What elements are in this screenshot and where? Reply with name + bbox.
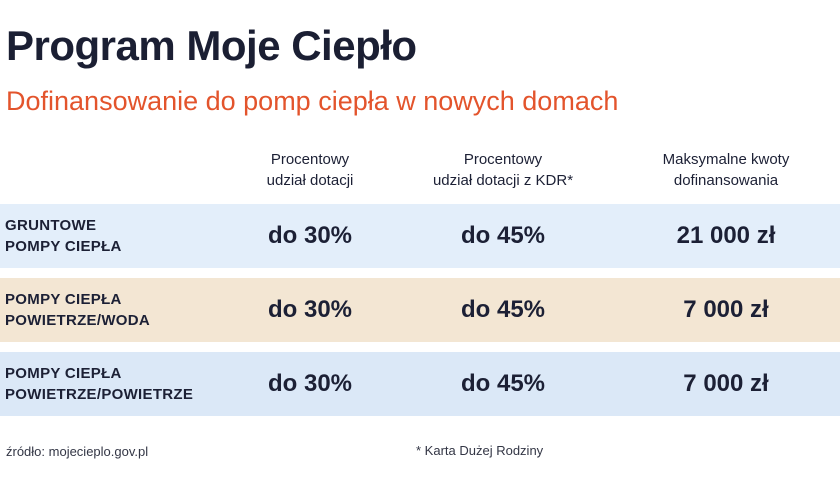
cell-subsidy-share: do 30% [267, 370, 353, 397]
row-label: POMPY CIEPŁA POWIETRZE/WODA [5, 289, 150, 331]
cell-subsidy-share: do 30% [267, 296, 353, 323]
cell-subsidy-share-kdr: do 45% [460, 370, 546, 397]
column-header-subsidy-share-kdr: Procentowy udział dotacji z KDR* [403, 149, 603, 191]
column-header-max-amount: Maksymalne kwoty dofinansowania [626, 149, 826, 191]
table-row-air-water-heat-pumps: POMPY CIEPŁA POWIETRZE/WODA do 30% do 45… [0, 278, 840, 342]
cell-max-amount: 7 000 zł [683, 370, 769, 397]
row-label-line: POWIETRZE/WODA [5, 312, 151, 329]
source-note: źródło: mojecieplo.gov.pl [6, 444, 149, 459]
cell-max-amount: 7 000 zł [683, 296, 769, 323]
footnote: * Karta Dużej Rodziny [416, 443, 544, 458]
column-header-line: udział dotacji z KDR* [432, 172, 574, 189]
cell-subsidy-share-kdr: do 45% [460, 296, 546, 323]
table-row-ground-heat-pumps: GRUNTOWE POMPY CIEPŁA do 30% do 45% 21 0… [0, 204, 840, 268]
row-label-line: POMPY CIEPŁA [5, 238, 122, 255]
cell-subsidy-share: do 30% [267, 222, 353, 249]
row-label: GRUNTOWE POMPY CIEPŁA [5, 215, 122, 257]
column-header-line: Procentowy [270, 151, 350, 168]
column-header-line: Maksymalne kwoty [662, 151, 790, 168]
cell-max-amount: 21 000 zł [676, 222, 776, 249]
column-header-subsidy-share: Procentowy udział dotacji [210, 149, 410, 191]
page-subtitle: Dofinansowanie do pomp ciepła w nowych d… [6, 86, 619, 116]
row-label-line: POMPY CIEPŁA [5, 365, 122, 382]
column-header-line: Procentowy [463, 151, 543, 168]
column-header-line: udział dotacji [266, 172, 354, 189]
row-label: POMPY CIEPŁA POWIETRZE/POWIETRZE [5, 363, 193, 405]
row-label-line: POMPY CIEPŁA [5, 291, 122, 308]
column-header-line: dofinansowania [673, 172, 779, 189]
page-title: Program Moje Ciepło [6, 22, 417, 69]
cell-subsidy-share-kdr: do 45% [460, 222, 546, 249]
row-label-line: GRUNTOWE [5, 217, 97, 234]
table-row-air-air-heat-pumps: POMPY CIEPŁA POWIETRZE/POWIETRZE do 30% … [0, 352, 840, 416]
row-label-line: POWIETRZE/POWIETRZE [5, 386, 194, 403]
